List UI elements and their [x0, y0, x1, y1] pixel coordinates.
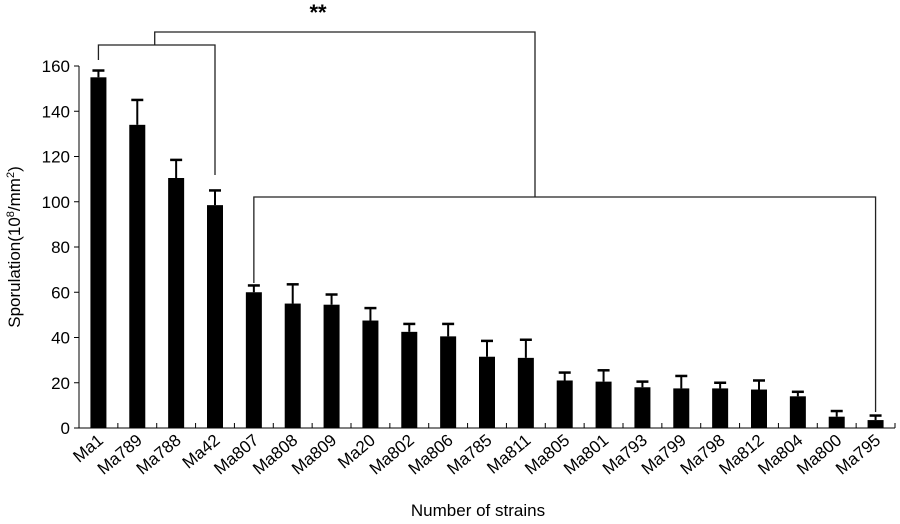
x-category-label: Ma785	[444, 431, 496, 479]
bar	[517, 357, 534, 428]
bracket-line	[253, 196, 877, 412]
y-tick-label: 160	[42, 57, 70, 76]
bar	[789, 396, 806, 428]
x-category-label: Ma788	[133, 431, 185, 479]
bar	[867, 420, 884, 428]
x-category-label: Ma795	[832, 431, 884, 479]
bar	[751, 389, 767, 428]
bar	[634, 387, 651, 428]
bar	[323, 304, 340, 428]
y-axis-title: Sporulation(108/mm2)	[5, 166, 24, 328]
bar	[440, 336, 457, 428]
bar	[673, 388, 690, 428]
x-axis-title: Number of strains	[411, 501, 545, 520]
bar	[479, 356, 495, 428]
significance-brackets	[97, 31, 877, 412]
x-category-label: Ma809	[288, 431, 340, 479]
bar	[207, 205, 223, 428]
bar	[401, 331, 418, 428]
bar	[245, 292, 262, 428]
y-tick-label: 140	[42, 102, 70, 121]
y-tick-label: 0	[61, 419, 70, 438]
y-tick-label: 20	[51, 374, 70, 393]
bar	[712, 388, 729, 428]
bar	[595, 381, 612, 428]
bar	[284, 303, 301, 428]
y-tick-label: 40	[51, 329, 70, 348]
bracket-line	[154, 31, 536, 197]
bracket-line	[97, 44, 216, 175]
bar	[362, 320, 379, 428]
bar	[556, 380, 573, 428]
significance-label: **	[309, 0, 327, 25]
bar	[129, 124, 146, 428]
bar	[90, 77, 107, 428]
x-axis: Ma1Ma789Ma788Ma42Ma807Ma808Ma809Ma20Ma80…	[69, 423, 896, 479]
bar	[828, 416, 845, 428]
bars	[90, 69, 884, 428]
y-tick-label: 60	[51, 283, 70, 302]
y-tick-label: 120	[42, 148, 70, 167]
y-tick-label: 80	[51, 238, 70, 257]
bar	[168, 177, 185, 428]
y-tick-label: 100	[42, 193, 70, 212]
y-axis: 0 20 40 60 80 100 120 140 160	[42, 57, 80, 438]
